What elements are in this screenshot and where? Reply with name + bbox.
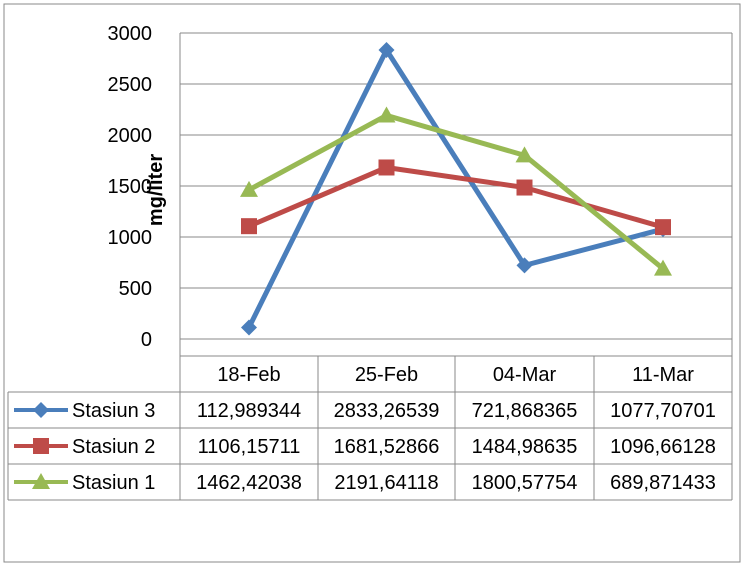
data-label: 1681,52866	[334, 436, 440, 458]
data-point-marker	[655, 219, 671, 236]
data-label: 1096,66128	[610, 436, 716, 458]
legend-marker	[33, 402, 49, 418]
data-label: 112,989344	[197, 400, 301, 422]
data-point-marker	[378, 159, 395, 176]
y-axis-ticks: 0 500 1000 1500 2000 2500 3000	[108, 23, 153, 351]
data-point-marker	[516, 179, 533, 196]
category-label: 25-Feb	[355, 364, 418, 386]
category-label: 04-Mar	[493, 364, 557, 386]
data-label: 2833,26539	[334, 400, 440, 422]
data-label: 1800,57754	[472, 472, 578, 494]
data-point-marker	[654, 259, 672, 276]
series-markers	[240, 42, 672, 336]
data-point-marker	[377, 106, 396, 123]
y-tick-label: 1000	[108, 227, 153, 249]
series-lines	[246, 47, 665, 329]
data-table: 18-Feb 25-Feb 04-Mar 11-Mar Stasiun 3 112,989…	[7, 355, 733, 501]
series-line-0	[246, 47, 664, 329]
data-point-marker	[241, 319, 257, 336]
y-tick-label: 0	[141, 329, 152, 351]
data-point-marker	[240, 180, 258, 197]
series-line-1	[248, 164, 664, 230]
data-point-marker	[516, 257, 533, 274]
grid-lines	[179, 32, 733, 356]
data-label: 1484,98635	[472, 436, 578, 458]
legend-label: Stasiun 3	[72, 400, 155, 422]
data-label: 1077,70701	[610, 400, 716, 422]
data-point-marker	[378, 42, 395, 59]
y-tick-label: 500	[119, 278, 152, 300]
series-line-2	[247, 112, 665, 271]
legend-label: Stasiun 1	[72, 472, 155, 494]
data-label: 721,868365	[472, 400, 578, 422]
y-axis-label: mg/liter	[145, 154, 167, 226]
data-label: 1106,15711	[198, 436, 301, 458]
y-tick-label: 2500	[108, 74, 153, 96]
data-point-marker	[241, 218, 257, 235]
chart-frame	[3, 3, 741, 563]
data-label: 2191,64118	[334, 472, 438, 494]
legend-label: Stasiun 2	[72, 436, 155, 458]
legend-marker	[33, 438, 49, 454]
data-point-marker	[515, 146, 534, 163]
y-tick-label: 3000	[108, 23, 153, 45]
category-label: 11-Mar	[632, 364, 694, 386]
y-tick-label: 2000	[108, 125, 153, 147]
data-label: 689,871433	[610, 472, 716, 494]
data-label: 1462,42038	[196, 472, 302, 494]
y-tick-label: 1500	[108, 176, 153, 198]
category-label: 18-Feb	[217, 364, 280, 386]
legend-marker	[32, 473, 50, 489]
